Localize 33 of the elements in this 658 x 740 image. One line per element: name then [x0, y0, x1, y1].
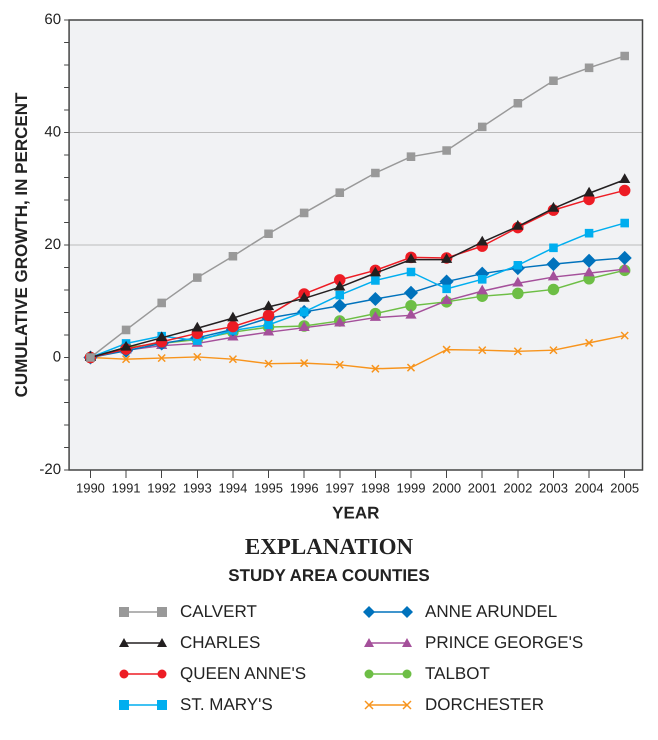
legend-label: ST. MARY'S [180, 694, 273, 714]
x-tick-label: 1999 [396, 480, 426, 496]
y-tick-label: 0 [52, 348, 62, 366]
legend-label: TALBOT [425, 664, 490, 684]
x-tick-label: 1996 [290, 480, 319, 496]
x-tick-label: 2005 [610, 480, 640, 496]
x-tick-label: 2004 [574, 480, 604, 496]
x-tick-label: 1990 [76, 480, 105, 496]
x-tick-label: 2002 [503, 480, 532, 496]
y-tick-label: 20 [44, 236, 62, 254]
x-tick-label: 2000 [432, 480, 462, 496]
text: EXPLANATION [244, 534, 414, 560]
x-axis-title: YEAR [332, 503, 380, 522]
x-tick-label: 1998 [360, 480, 390, 496]
legend-label: QUEEN ANNE'S [180, 664, 306, 684]
x-tick-label: 1992 [147, 480, 176, 496]
x-tick-label: 2003 [539, 480, 568, 496]
legend-label: DORCHESTER [425, 694, 544, 714]
y-tick-label: -20 [39, 461, 62, 478]
y-tick-label: 60 [44, 11, 62, 28]
x-tick-label: 1994 [218, 480, 248, 496]
legend-label: ANNE ARUNDEL [425, 602, 558, 622]
x-tick-label: 1995 [254, 480, 283, 496]
legend-label: CHARLES [180, 632, 260, 652]
legend-label: CALVERT [180, 602, 257, 622]
x-tick-label: 1997 [325, 480, 354, 496]
y-axis-title: CUMULATIVE GROWTH, IN PERCENT [12, 92, 31, 398]
x-tick-label: 2001 [468, 480, 497, 496]
y-tick-label: 40 [44, 124, 62, 141]
x-tick-label: 1993 [182, 480, 212, 496]
legend-label: PRINCE GEORGE'S [425, 632, 584, 652]
x-tick-label: 1991 [112, 480, 141, 496]
legend-title: STUDY AREA COUNTIES [227, 566, 431, 586]
